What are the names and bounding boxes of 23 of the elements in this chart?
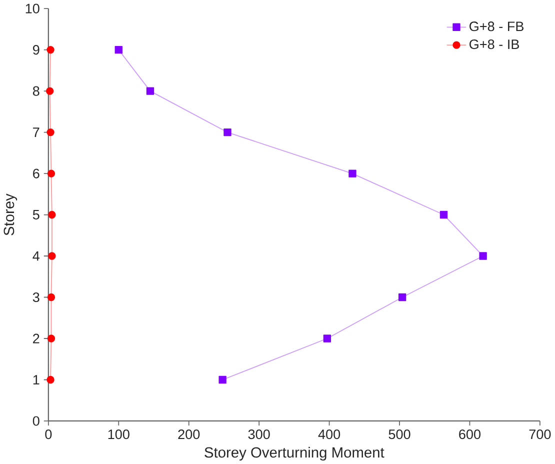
- y-tick-label: 7: [33, 127, 40, 137]
- x-tick-label: 500: [388, 429, 410, 439]
- y-tick-label: 6: [33, 168, 40, 178]
- legend-label: G+8 - IB: [470, 39, 519, 49]
- y-tick-label: 2: [33, 334, 40, 344]
- y-tick-label: 8: [32, 86, 40, 96]
- y-tick-label: 4: [32, 251, 40, 261]
- y-tick-label: 5: [32, 210, 40, 220]
- x-tick-label: 200: [178, 429, 200, 439]
- y-axis-title: Storey: [4, 193, 18, 236]
- y-tick-label: 1: [33, 374, 40, 384]
- legend-label: G+8 - FB: [470, 21, 524, 31]
- y-tick-label: 9: [33, 44, 40, 54]
- x-tick-label: 700: [529, 429, 551, 439]
- x-tick-label: 400: [318, 429, 340, 439]
- x-tick-label: 600: [459, 429, 480, 439]
- x-tick-label: 300: [248, 429, 270, 439]
- x-tick-label: 0: [45, 429, 52, 439]
- y-tick-label: 3: [32, 292, 40, 302]
- y-tick-label: 0: [32, 416, 40, 426]
- x-axis-title: Storey Overturning Moment: [204, 446, 384, 460]
- x-tick-label: 100: [108, 429, 130, 439]
- y-tick-label: 10: [26, 4, 40, 14]
